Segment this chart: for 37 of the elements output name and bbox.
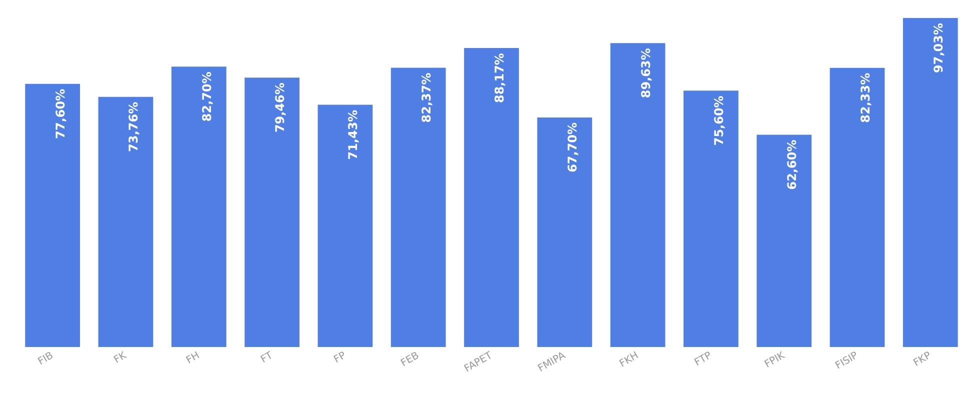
bar bbox=[610, 43, 666, 347]
x-tick-label: FK bbox=[112, 350, 129, 366]
bar bbox=[830, 68, 885, 347]
bar bbox=[390, 68, 446, 347]
x-tick-label: FH bbox=[184, 350, 202, 366]
data-label: 79,46% bbox=[273, 82, 288, 133]
x-tick-label: FIB bbox=[36, 350, 56, 368]
data-label: 88,17% bbox=[492, 53, 506, 104]
bar bbox=[171, 66, 226, 347]
bar bbox=[244, 78, 300, 347]
x-tick-label: FISIP bbox=[834, 350, 860, 372]
x-tick-label: FEB bbox=[399, 350, 422, 370]
data-label: 67,70% bbox=[566, 122, 580, 172]
data-label: 75,60% bbox=[712, 96, 726, 146]
x-tick-label: FPIK bbox=[762, 350, 788, 370]
data-label: 62,60% bbox=[785, 140, 800, 190]
data-label: 97,03% bbox=[931, 23, 946, 73]
data-label: 77,60% bbox=[54, 88, 68, 139]
data-label: 71,43% bbox=[346, 110, 360, 160]
data-label: 73,76% bbox=[126, 102, 141, 152]
data-label: 89,63% bbox=[638, 48, 653, 98]
bar bbox=[318, 104, 373, 347]
bar bbox=[756, 134, 812, 347]
x-tick-label: FTP bbox=[692, 350, 714, 369]
bar bbox=[464, 48, 519, 347]
bar bbox=[25, 84, 80, 347]
x-tick-label: FKP bbox=[912, 350, 934, 369]
bar bbox=[98, 96, 154, 347]
data-label: 82,33% bbox=[858, 72, 872, 123]
bar bbox=[537, 117, 592, 347]
bar bbox=[684, 90, 738, 347]
x-tick-label: FP bbox=[332, 350, 348, 366]
x-tick-label: FKH bbox=[618, 350, 641, 370]
bar bbox=[902, 18, 958, 347]
data-label: 82,37% bbox=[419, 72, 434, 123]
data-label: 82,70% bbox=[200, 72, 214, 122]
x-tick-label: FT bbox=[259, 350, 276, 366]
